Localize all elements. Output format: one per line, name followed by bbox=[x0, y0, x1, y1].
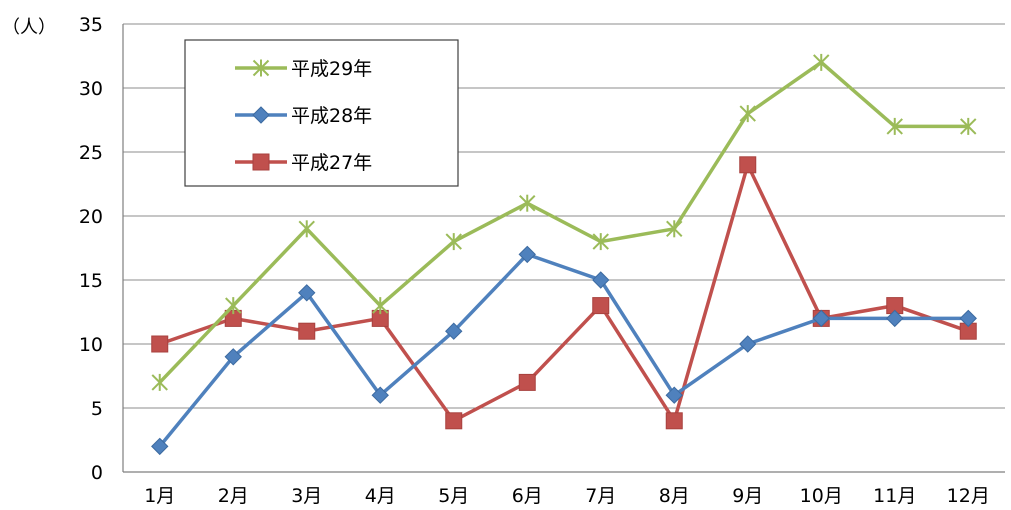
data-point bbox=[665, 386, 683, 404]
data-point bbox=[298, 284, 316, 302]
legend-label: 平成27年 bbox=[291, 152, 372, 174]
y-tick-label: 15 bbox=[79, 270, 103, 292]
data-point bbox=[445, 412, 463, 430]
y-tick-label: 25 bbox=[79, 142, 103, 164]
data-point bbox=[371, 386, 389, 404]
data-point bbox=[592, 233, 609, 251]
x-tick-label: 5月 bbox=[438, 485, 469, 507]
series-line bbox=[159, 159, 969, 426]
data-point bbox=[812, 309, 830, 328]
legend-label: 平成28年 bbox=[291, 105, 372, 127]
legend-swatch-marker bbox=[252, 59, 270, 77]
data-point bbox=[886, 117, 903, 135]
data-point bbox=[592, 297, 610, 315]
x-tick-labels: 1月 2月 3月 4月 5月 6月 7月 8月 9月 10月 11月 12月 bbox=[144, 485, 990, 507]
data-point bbox=[445, 233, 462, 251]
data-point bbox=[518, 373, 536, 391]
legend-label: 平成29年 bbox=[291, 58, 372, 80]
data-point bbox=[518, 245, 536, 264]
x-tick-label: 8月 bbox=[659, 485, 690, 507]
y-tick-label: 0 bbox=[91, 462, 103, 484]
data-point bbox=[151, 373, 168, 391]
y-axis-unit-label: （人） bbox=[2, 17, 56, 38]
data-point bbox=[665, 412, 683, 430]
x-tick-label: 3月 bbox=[291, 485, 322, 507]
legend-item: 平成28年 bbox=[235, 105, 372, 127]
series-line bbox=[158, 252, 969, 448]
data-point bbox=[813, 53, 830, 71]
data-point bbox=[372, 297, 389, 315]
data-point bbox=[151, 335, 169, 353]
y-tick-label: 30 bbox=[79, 78, 103, 100]
legend-item: 平成27年 bbox=[235, 152, 372, 174]
x-tick-label: 11月 bbox=[873, 485, 916, 507]
x-tick-label: 6月 bbox=[512, 485, 543, 507]
x-tick-label: 9月 bbox=[732, 485, 763, 507]
data-point bbox=[151, 437, 169, 456]
data-point bbox=[225, 297, 242, 315]
data-point bbox=[298, 322, 316, 340]
x-tick-label: 4月 bbox=[365, 485, 396, 507]
data-point bbox=[959, 309, 977, 328]
legend-box bbox=[184, 39, 459, 187]
x-tick-label: 2月 bbox=[218, 485, 249, 507]
data-point bbox=[739, 335, 757, 353]
y-tick-labels: 0 5 10 15 20 25 30 35 bbox=[79, 14, 103, 484]
series-layer bbox=[151, 53, 977, 456]
x-tick-label: 7月 bbox=[585, 485, 616, 507]
data-point bbox=[224, 348, 242, 366]
data-point bbox=[960, 117, 977, 135]
y-tick-label: 5 bbox=[91, 398, 103, 420]
y-tick-label: 10 bbox=[79, 334, 103, 356]
series-2 bbox=[151, 245, 977, 456]
x-tick-label: 12月 bbox=[947, 485, 990, 507]
y-tick-label: 20 bbox=[79, 206, 103, 228]
series-line bbox=[158, 60, 969, 384]
data-point bbox=[886, 309, 904, 328]
series-1 bbox=[151, 53, 977, 391]
y-tick-label: 35 bbox=[79, 14, 103, 36]
legend-swatch-marker bbox=[252, 106, 270, 124]
x-tick-label: 1月 bbox=[144, 485, 175, 507]
data-point bbox=[666, 220, 683, 238]
data-point bbox=[519, 194, 536, 212]
data-point bbox=[298, 220, 315, 238]
data-point bbox=[445, 322, 463, 340]
legend-swatch-marker bbox=[252, 153, 270, 171]
data-point bbox=[739, 105, 756, 123]
data-point bbox=[592, 271, 610, 289]
series-3 bbox=[151, 156, 977, 430]
data-point bbox=[739, 156, 757, 174]
legend-item: 平成29年 bbox=[235, 58, 372, 80]
x-tick-label: 10月 bbox=[800, 485, 843, 507]
axes bbox=[122, 24, 1005, 473]
